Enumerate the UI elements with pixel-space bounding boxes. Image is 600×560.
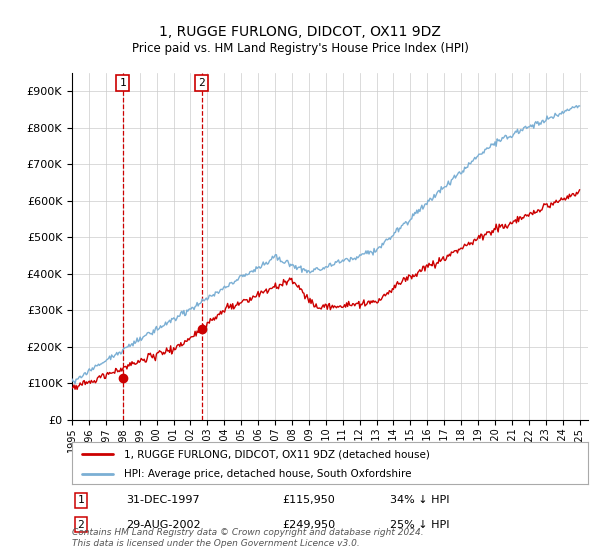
Text: 34% ↓ HPI: 34% ↓ HPI [390,495,449,505]
Text: 1, RUGGE FURLONG, DIDCOT, OX11 9DZ: 1, RUGGE FURLONG, DIDCOT, OX11 9DZ [159,25,441,39]
Text: HPI: Average price, detached house, South Oxfordshire: HPI: Average price, detached house, Sout… [124,469,411,479]
Text: 2: 2 [77,520,85,530]
Text: 31-DEC-1997: 31-DEC-1997 [126,495,200,505]
Text: £115,950: £115,950 [282,495,335,505]
Text: 29-AUG-2002: 29-AUG-2002 [126,520,200,530]
Text: 2: 2 [198,78,205,88]
Text: Price paid vs. HM Land Registry's House Price Index (HPI): Price paid vs. HM Land Registry's House … [131,42,469,55]
Text: 1: 1 [77,495,85,505]
Text: £249,950: £249,950 [282,520,335,530]
Text: 25% ↓ HPI: 25% ↓ HPI [390,520,449,530]
Text: 1: 1 [119,78,126,88]
Text: Contains HM Land Registry data © Crown copyright and database right 2024.
This d: Contains HM Land Registry data © Crown c… [72,528,424,548]
Text: 1, RUGGE FURLONG, DIDCOT, OX11 9DZ (detached house): 1, RUGGE FURLONG, DIDCOT, OX11 9DZ (deta… [124,449,430,459]
